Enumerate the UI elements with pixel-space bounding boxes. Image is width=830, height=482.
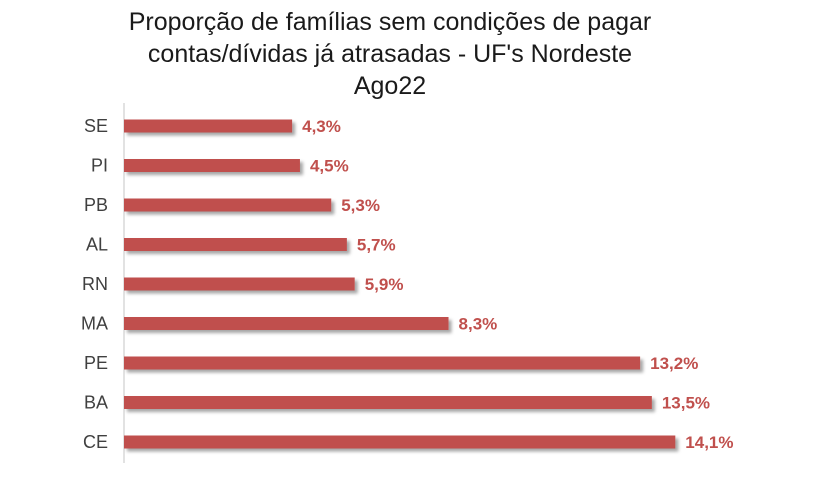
bar-al (124, 238, 347, 251)
bar-pe (124, 356, 641, 370)
chart-title: Proporção de famílias sem condições de p… (0, 6, 780, 102)
category-label-ce: CE (83, 432, 108, 452)
bar-ce (124, 435, 676, 449)
category-label-ma: MA (81, 314, 108, 334)
value-label-rn: 5,9% (365, 275, 404, 294)
value-label-pb: 5,3% (341, 196, 380, 215)
category-label-pe: PE (84, 353, 108, 373)
bar-ba (124, 396, 652, 409)
category-label-rn: RN (82, 274, 108, 294)
value-label-ce: 14,1% (685, 433, 733, 452)
chart-title-line-2: contas/dívidas já atrasadas - UF's Norde… (147, 40, 633, 68)
bar-se (124, 119, 293, 133)
bar-pi (124, 159, 300, 172)
category-label-se: SE (84, 116, 108, 136)
category-label-pi: PI (91, 156, 108, 176)
plot-area: SE 4,3% PI 4,5% PB 5,3% AL 5,7% RN 5,9% MA 8,3% PE 13… (81, 103, 734, 463)
category-label-pb: PB (84, 195, 108, 215)
value-label-ba: 13,5% (662, 394, 710, 413)
value-label-ma: 8,3% (459, 315, 498, 334)
chart-title-line-1: Proporção de famílias sem condições de p… (128, 8, 652, 36)
category-label-ba: BA (84, 393, 108, 413)
bar-pb (124, 198, 332, 212)
value-label-pe: 13,2% (650, 354, 698, 373)
category-label-al: AL (86, 235, 108, 255)
chart-title-line-3: Ago22 (353, 72, 427, 100)
value-label-al: 5,7% (357, 236, 396, 255)
bar-ma (124, 317, 449, 330)
bar-rn (124, 277, 355, 291)
value-label-pi: 4,5% (310, 157, 349, 176)
value-label-se: 4,3% (302, 117, 341, 136)
